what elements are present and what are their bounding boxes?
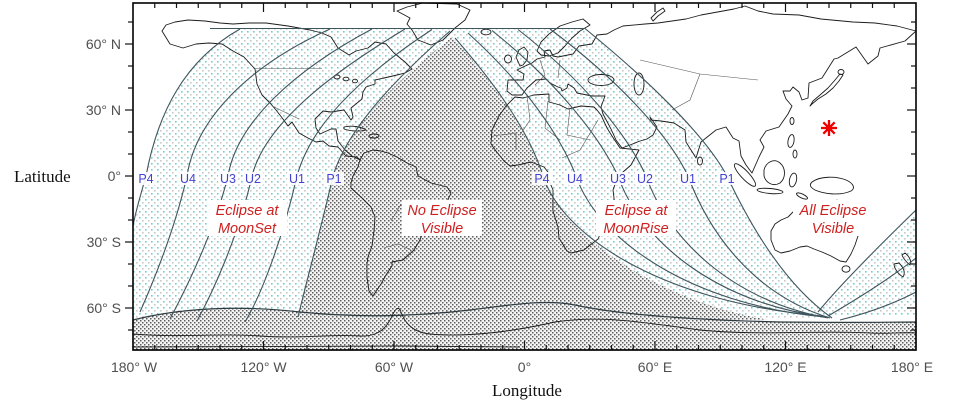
lon-tick-60w: 60° W	[375, 359, 414, 375]
eurasia-coastline	[506, 5, 917, 174]
borneo-coastline	[763, 160, 785, 186]
label-p4-moonrise: P4	[534, 172, 549, 186]
lon-tick-60e: 60° E	[638, 359, 672, 375]
iceland-coastline	[480, 28, 492, 36]
axis-tick-marks	[125, 3, 916, 350]
label-p1-moonset: P1	[326, 172, 341, 186]
timor-coastline	[796, 192, 808, 200]
caspian-sea-outline	[633, 72, 645, 96]
sumatra-coastline	[733, 163, 757, 187]
taiwan-coastline	[789, 117, 795, 125]
contact-label-backgrounds	[136, 172, 737, 185]
x-axis-title: Longitude	[492, 381, 562, 400]
cuba-coastline	[343, 125, 367, 132]
label-no-eclipse-line2: Visible	[421, 221, 463, 237]
lon-tick-120e: 120° E	[764, 359, 806, 375]
label-u2-moonset: U2	[245, 172, 261, 186]
latitude-tick-labels: 60° N 30° N 0° 30° S 60° S	[86, 36, 121, 316]
y-axis-title: Latitude	[14, 167, 71, 186]
label-no-eclipse-line1: No Eclipse	[407, 203, 476, 219]
longitude-tick-labels: 180° W 120° W 60° W 0° 60° E 120° E 180°…	[111, 359, 933, 375]
tasmania-coastline	[841, 265, 851, 273]
label-u1-moonrise: U1	[680, 172, 696, 186]
curve-u4-moonset-wrap	[827, 257, 917, 317]
label-u2-moonrise: U2	[637, 172, 653, 186]
label-u3-moonset: U3	[220, 172, 236, 186]
label-eclipse-at-moonrise-line2: MoonRise	[603, 221, 668, 237]
label-eclipse-at-moonrise-line1: Eclipse at	[605, 203, 669, 219]
label-u3-moonrise: U3	[610, 172, 626, 186]
hokkaido-coastline	[837, 69, 845, 75]
label-u4-moonrise: U4	[567, 172, 583, 186]
black-sea-outline	[587, 74, 615, 86]
lon-tick-180e: 180° E	[891, 359, 933, 375]
japan-coastline	[809, 73, 844, 107]
lat-tick-60n: 60° N	[86, 36, 121, 52]
label-all-eclipse-line1: All Eclipse	[799, 203, 867, 219]
curve-p4-moonset-wrap	[817, 209, 917, 313]
sulawesi-coastline	[788, 172, 798, 188]
label-all-eclipse-line2: Visible	[812, 221, 854, 237]
curve-p4-moonset	[132, 28, 241, 227]
hispaniola-coastline	[368, 133, 380, 139]
great-lake-erie	[352, 78, 358, 84]
britain-coastline	[515, 46, 529, 67]
region-labels: Eclipse at MoonSet No Eclipse Visible Ec…	[216, 203, 867, 237]
philippines-coastline	[787, 134, 795, 148]
red-star-marker-icon	[821, 120, 837, 136]
great-lake-superior	[333, 74, 341, 80]
lat-tick-60s: 60° S	[87, 300, 121, 316]
partial-eclipse-zone-corner	[816, 210, 916, 315]
label-u4-moonset: U4	[180, 172, 196, 186]
great-lake-huron	[342, 76, 350, 82]
region-label-backgrounds	[207, 200, 873, 236]
north-america-coastline	[161, 19, 413, 161]
label-u1-moonset: U1	[289, 172, 305, 186]
moonrise-contact-labels: P4 U4 U3 U2 U1 P1	[534, 172, 734, 186]
lat-tick-30s: 30° S	[87, 234, 121, 250]
antarctica-coastline	[132, 307, 917, 338]
lon-tick-0: 0°	[518, 359, 531, 375]
java-coastline	[756, 187, 784, 195]
sri-lanka-coastline	[697, 156, 703, 166]
label-p1-moonrise: P1	[719, 172, 734, 186]
new-zealand-north-coastline	[901, 252, 912, 266]
label-eclipse-at-moonset-line1: Eclipse at	[216, 203, 280, 219]
lat-tick-30n: 30° N	[86, 102, 121, 118]
new-guinea-coastline	[809, 176, 854, 195]
novaya-zemlya-coastline	[650, 7, 666, 22]
antarctic-band	[132, 301, 917, 351]
antarctica-inner-coast	[132, 345, 521, 348]
lat-tick-0: 0°	[108, 168, 121, 184]
south-america-coastline	[350, 149, 452, 297]
label-p4-moonset: P4	[138, 172, 153, 186]
new-zealand-south-coastline	[893, 262, 905, 278]
lon-tick-120w: 120° W	[240, 359, 287, 375]
ireland-coastline	[504, 54, 512, 64]
curve-u3-moonset-wrap	[839, 291, 917, 321]
country-borders	[255, 59, 759, 251]
curve-u4-moonrise	[467, 32, 825, 318]
lon-tick-180w: 180° W	[111, 359, 158, 375]
curve-p4-moonrise	[454, 37, 823, 317]
label-eclipse-at-moonset-line2: MoonSet	[218, 221, 277, 237]
mindanao-coastline	[792, 149, 798, 159]
moonset-contact-labels: P4 U4 U3 U2 U1 P1	[138, 172, 341, 186]
